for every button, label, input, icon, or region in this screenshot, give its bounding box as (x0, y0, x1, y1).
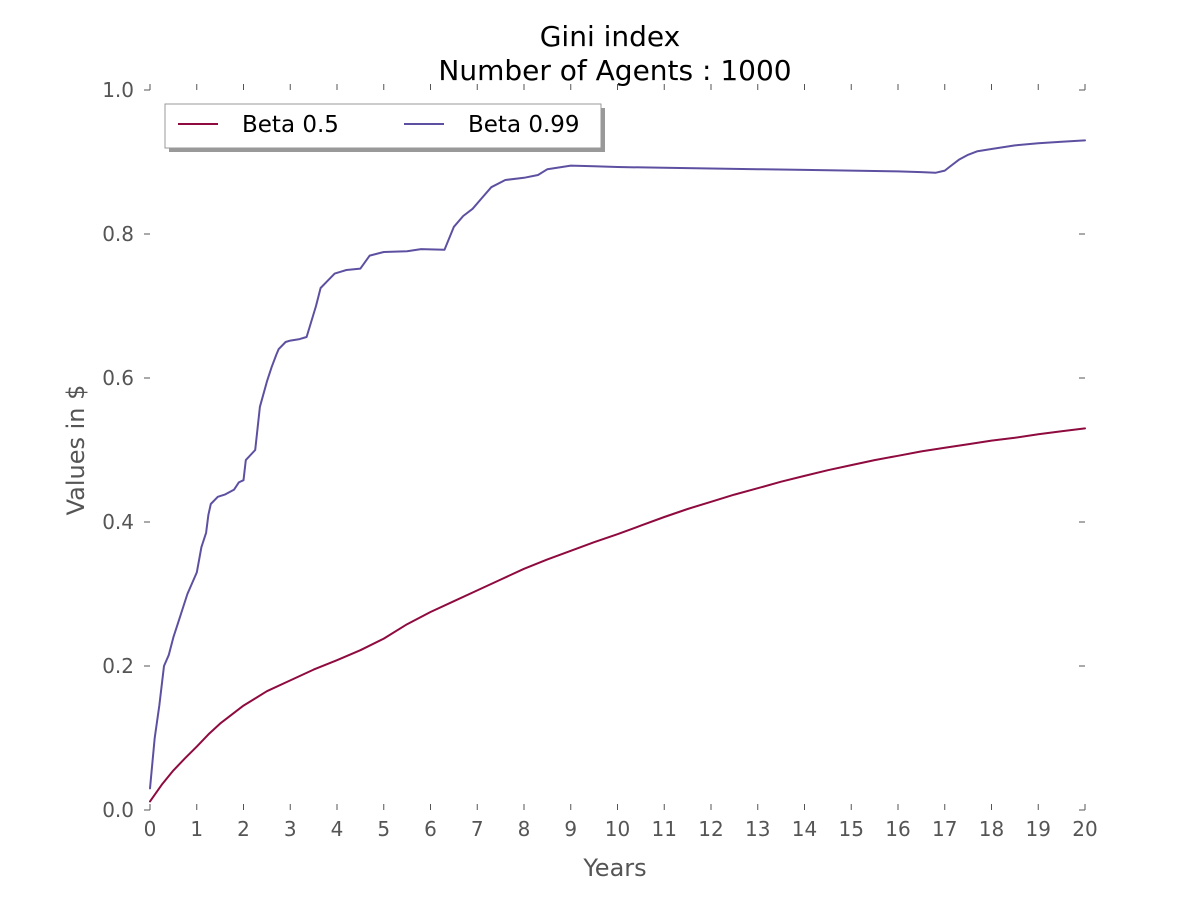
x-tick-label: 14 (792, 817, 817, 841)
y-tick-label: 0.6 (102, 366, 134, 390)
chart-title: Gini index (540, 20, 681, 53)
x-tick-label: 12 (698, 817, 723, 841)
x-tick-label: 9 (564, 817, 577, 841)
y-tick-label: 1.0 (102, 78, 134, 102)
y-tick-label: 0.0 (102, 798, 134, 822)
x-axis-label: Years (582, 854, 646, 882)
y-tick-label: 0.8 (102, 222, 134, 246)
x-tick-label: 19 (1026, 817, 1051, 841)
legend: Beta 0.5 Beta 0.99 (164, 103, 605, 152)
legend-label-beta-0-99: Beta 0.99 (468, 112, 580, 138)
y-axis-ticks: 0.0 0.2 0.4 0.6 0.8 1.0 (102, 78, 1085, 822)
x-tick-label: 4 (331, 817, 344, 841)
x-tick-label: 18 (979, 817, 1004, 841)
series-line-beta-0-99 (149, 139, 1086, 790)
y-tick-label: 0.2 (102, 654, 134, 678)
x-tick-label: 20 (1072, 817, 1097, 841)
legend-box (164, 103, 602, 149)
x-tick-label: 2 (237, 817, 250, 841)
x-tick-label: 15 (839, 817, 864, 841)
series-line-beta-0-5 (149, 427, 1086, 803)
legend-label-beta-0-5: Beta 0.5 (242, 112, 339, 138)
x-tick-label: 11 (652, 817, 677, 841)
chart-subtitle: Number of Agents : 1000 (438, 54, 791, 87)
x-tick-label: 0 (144, 817, 157, 841)
x-tick-label: 8 (518, 817, 531, 841)
x-tick-label: 10 (605, 817, 630, 841)
x-tick-label: 17 (932, 817, 957, 841)
x-tick-label: 1 (190, 817, 203, 841)
y-tick-label: 0.4 (102, 510, 134, 534)
y-axis-label: Values in $ (62, 385, 90, 516)
x-tick-label: 16 (885, 817, 910, 841)
x-tick-label: 5 (377, 817, 390, 841)
x-tick-label: 13 (745, 817, 770, 841)
x-tick-label: 6 (424, 817, 437, 841)
x-tick-label: 3 (284, 817, 297, 841)
plot-area (149, 139, 1086, 803)
x-tick-label: 7 (471, 817, 484, 841)
x-axis-ticks: 0 1 2 3 4 5 6 7 8 9 10 11 12 13 14 15 16 17 18 19 20 (144, 84, 1098, 841)
